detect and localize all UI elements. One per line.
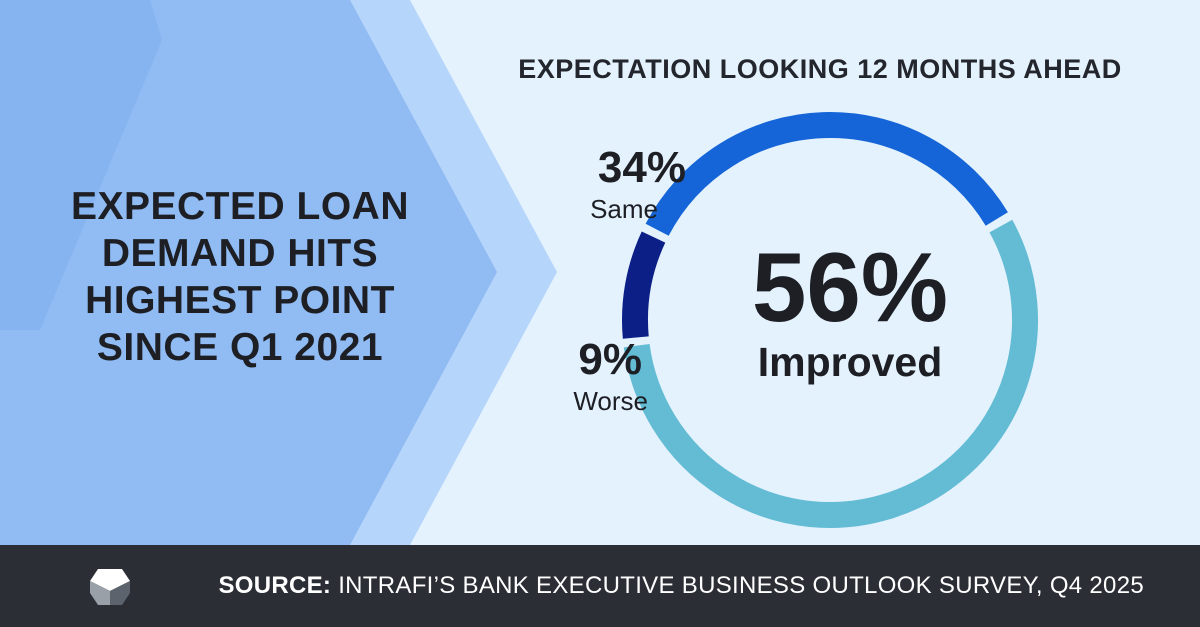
intrafi-cube-logo-icon	[90, 569, 130, 605]
improved-percent-label: 56%	[751, 232, 949, 342]
source-label: SOURCE:	[218, 572, 332, 599]
headline-line-2: DEMAND HITS	[101, 232, 379, 275]
worse-percent-label: 9%	[578, 335, 642, 384]
headline: EXPECTED LOAN DEMAND HITS HIGHEST POINT …	[40, 183, 440, 371]
donut-chart	[622, 112, 1038, 528]
dark-chevron-panel	[0, 0, 497, 545]
same-category-label: Same	[590, 194, 658, 224]
headline-line-3: HIGHEST POINT	[85, 279, 395, 322]
corner-chevron-shape	[0, 0, 162, 330]
worse-category-label: Worse	[573, 386, 648, 416]
headline-line-4: SINCE Q1 2021	[96, 326, 384, 369]
background-shapes	[0, 0, 557, 545]
source-text: INTRAFI’S BANK EXECUTIVE BUSINESS OUTLOO…	[331, 572, 1144, 599]
donut-slice-improved	[623, 219, 1038, 528]
headline-line-1: EXPECTED LOAN	[70, 185, 410, 228]
chart-title: EXPECTATION LOOKING 12 MONTHS AHEAD	[518, 54, 1122, 84]
same-percent-label: 34%	[597, 143, 686, 192]
improved-category-label: Improved	[757, 339, 943, 385]
source-citation: SOURCE: INTRAFI’S BANK EXECUTIVE BUSINES…	[218, 572, 1144, 600]
footer-bar: SOURCE: INTRAFI’S BANK EXECUTIVE BUSINES…	[0, 545, 1200, 627]
donut-slice-same	[645, 112, 1008, 236]
donut-slice-worse	[622, 231, 666, 339]
